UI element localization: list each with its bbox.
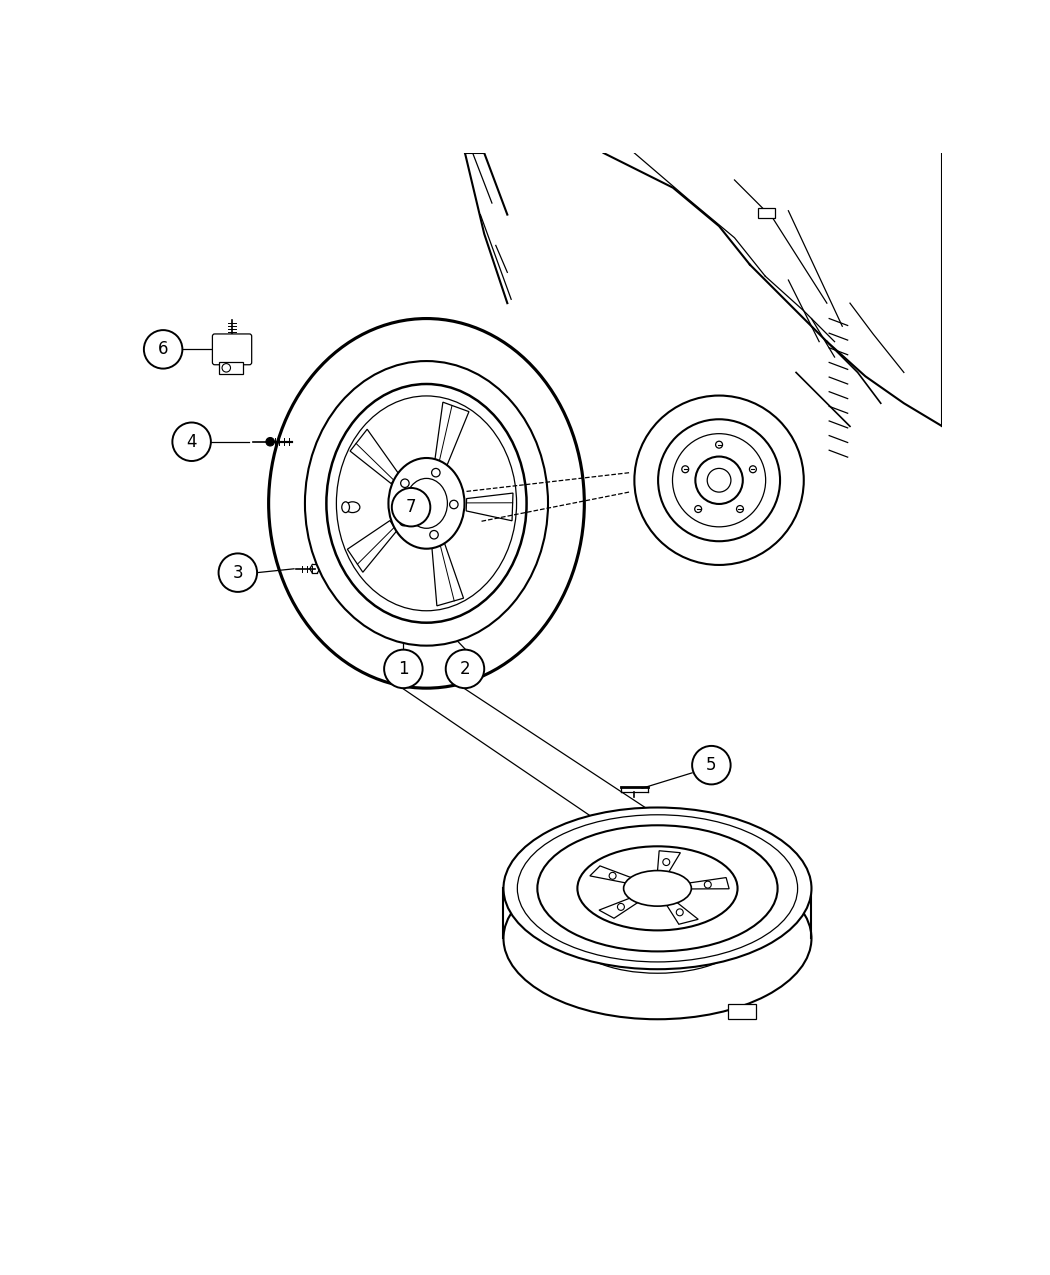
Circle shape	[750, 465, 756, 473]
Ellipse shape	[327, 384, 526, 622]
Circle shape	[634, 395, 804, 565]
Circle shape	[429, 530, 438, 539]
Circle shape	[676, 909, 684, 915]
Circle shape	[218, 553, 257, 592]
Circle shape	[692, 746, 731, 784]
Circle shape	[695, 456, 742, 504]
Polygon shape	[432, 541, 463, 606]
Circle shape	[449, 500, 458, 509]
Circle shape	[144, 330, 183, 368]
Circle shape	[695, 506, 701, 513]
Text: 4: 4	[187, 432, 197, 451]
Circle shape	[172, 422, 211, 462]
Ellipse shape	[405, 478, 447, 528]
FancyBboxPatch shape	[729, 1003, 756, 1019]
Ellipse shape	[518, 815, 798, 961]
Text: 2: 2	[460, 660, 470, 678]
Polygon shape	[590, 866, 643, 886]
Ellipse shape	[504, 807, 812, 969]
Circle shape	[681, 465, 689, 473]
Polygon shape	[348, 520, 397, 572]
Ellipse shape	[304, 361, 548, 645]
Polygon shape	[466, 493, 513, 520]
Circle shape	[445, 650, 484, 688]
Polygon shape	[435, 402, 469, 468]
Ellipse shape	[341, 502, 350, 513]
Ellipse shape	[624, 871, 691, 907]
Circle shape	[432, 468, 440, 477]
Ellipse shape	[504, 858, 812, 1019]
Polygon shape	[600, 894, 647, 918]
Circle shape	[705, 881, 711, 889]
Circle shape	[617, 904, 625, 910]
Circle shape	[266, 437, 274, 446]
Circle shape	[401, 479, 410, 487]
Circle shape	[663, 858, 670, 866]
Ellipse shape	[388, 458, 464, 548]
Circle shape	[384, 650, 422, 688]
FancyBboxPatch shape	[757, 208, 775, 218]
Circle shape	[609, 872, 616, 880]
Circle shape	[736, 506, 743, 513]
FancyBboxPatch shape	[212, 334, 252, 365]
Text: 6: 6	[158, 340, 168, 358]
Ellipse shape	[269, 319, 584, 688]
Polygon shape	[657, 850, 680, 880]
Text: 7: 7	[405, 499, 416, 516]
Text: 1: 1	[398, 660, 408, 678]
Circle shape	[392, 488, 430, 527]
Circle shape	[708, 468, 731, 492]
Polygon shape	[675, 877, 729, 889]
Circle shape	[658, 419, 780, 541]
Ellipse shape	[538, 825, 778, 951]
Ellipse shape	[578, 847, 737, 931]
Polygon shape	[350, 430, 399, 483]
Text: 5: 5	[706, 756, 716, 774]
Circle shape	[222, 363, 231, 372]
Polygon shape	[663, 896, 698, 924]
Ellipse shape	[336, 397, 517, 611]
Text: 3: 3	[232, 564, 244, 581]
Circle shape	[672, 434, 765, 527]
Circle shape	[400, 518, 408, 525]
Ellipse shape	[345, 502, 360, 513]
Circle shape	[716, 441, 722, 448]
FancyBboxPatch shape	[218, 362, 244, 374]
